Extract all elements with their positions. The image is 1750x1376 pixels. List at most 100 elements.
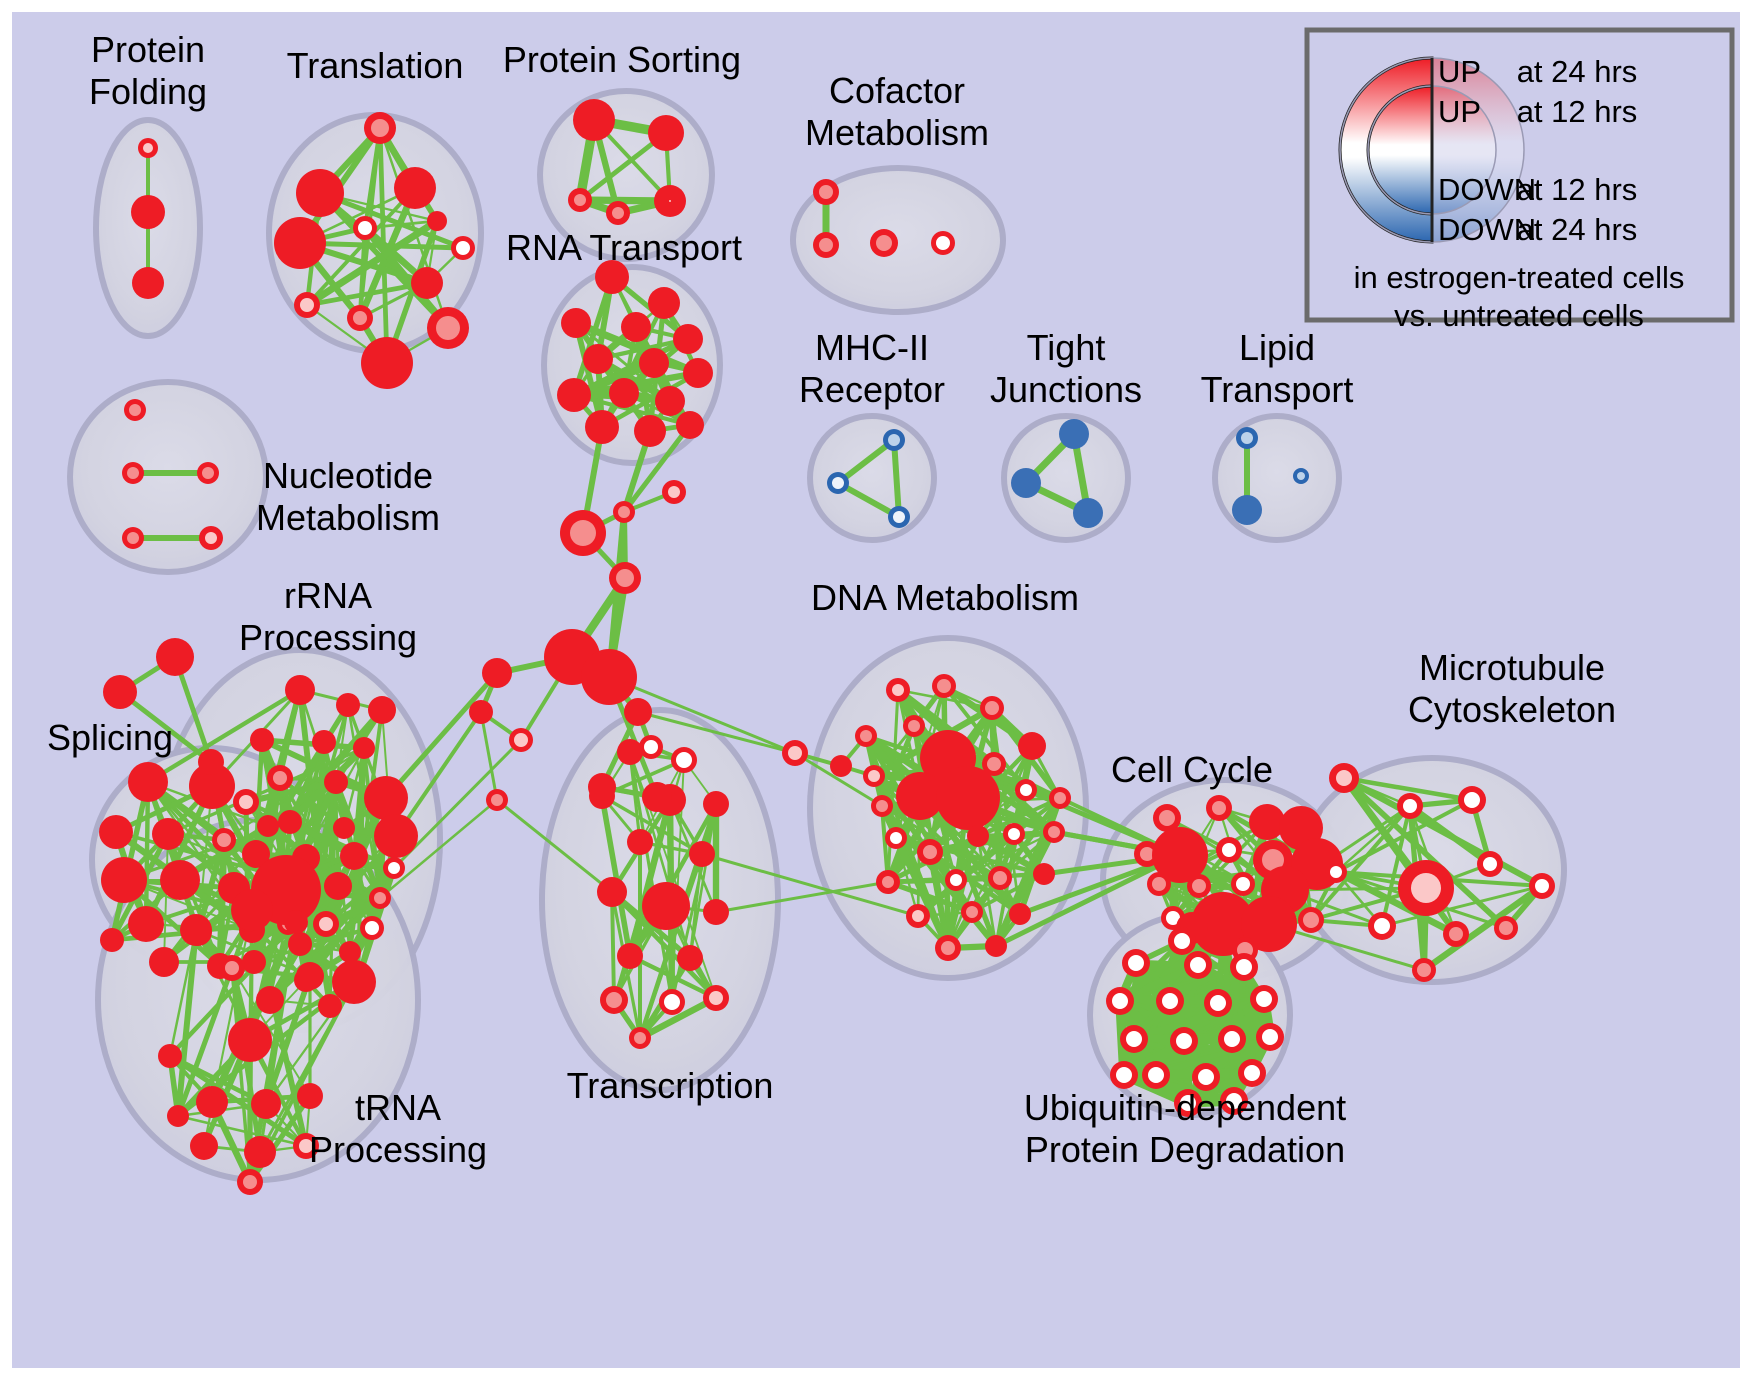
network-node	[190, 1132, 218, 1160]
network-node	[903, 715, 925, 737]
svg-text:Tight: Tight	[1027, 327, 1106, 368]
network-node	[896, 772, 944, 820]
network-node	[160, 860, 200, 900]
network-node	[1232, 495, 1262, 525]
network-node	[662, 480, 686, 504]
legend-inner-right-half	[1432, 86, 1496, 214]
network-node	[985, 935, 1007, 957]
cluster-label-protein-sorting: Protein Sorting	[503, 39, 741, 80]
cluster-label-translation: Translation	[287, 45, 464, 86]
network-edge	[363, 219, 439, 230]
network-node	[278, 810, 302, 834]
network-node	[167, 1105, 189, 1127]
network-node	[621, 312, 651, 342]
network-edge	[700, 852, 920, 918]
legend-direction-3: DOWN	[1438, 212, 1536, 247]
network-node	[1238, 1059, 1266, 1087]
network-edge	[946, 832, 1016, 950]
network-node	[676, 411, 704, 439]
network-node	[863, 765, 885, 787]
network-node	[639, 348, 669, 378]
network-edge	[670, 802, 718, 1004]
cluster-label-transcription: Transcription	[567, 1065, 774, 1106]
network-edge	[394, 710, 483, 838]
network-node	[122, 462, 144, 484]
network-node	[1187, 874, 1211, 898]
network-node	[609, 378, 639, 408]
network-node	[1397, 793, 1423, 819]
network-node	[312, 730, 336, 754]
network-edge	[479, 710, 499, 802]
cluster-blob-lipid-transport	[1212, 413, 1342, 543]
network-node	[782, 740, 808, 766]
network-node	[318, 994, 342, 1018]
svg-text:Protein Sorting: Protein Sorting	[503, 39, 741, 80]
svg-text:tRNA: tRNA	[355, 1087, 441, 1128]
network-node	[560, 510, 606, 556]
network-node	[228, 1018, 272, 1062]
svg-text:Ubiquitin-dependent: Ubiquitin-dependent	[1024, 1087, 1346, 1128]
network-node	[583, 344, 613, 374]
network-node	[573, 99, 615, 141]
network-edge	[636, 994, 720, 1042]
network-node	[149, 947, 179, 977]
network-node	[1015, 779, 1037, 801]
network-edge	[607, 675, 797, 755]
network-node	[199, 526, 223, 550]
svg-text:Folding: Folding	[89, 71, 207, 112]
network-node	[932, 674, 956, 698]
network-node	[296, 962, 324, 990]
network-node	[1329, 763, 1359, 793]
network-node	[257, 815, 279, 837]
network-node	[1412, 958, 1436, 982]
network-node	[617, 739, 643, 765]
network-node	[945, 869, 967, 891]
network-node	[595, 260, 629, 294]
legend-time-0: at 24 hrs	[1517, 54, 1638, 89]
svg-text:RNA Transport: RNA Transport	[506, 227, 742, 268]
network-node	[624, 698, 652, 726]
network-node	[980, 696, 1004, 720]
network-node	[1325, 861, 1347, 883]
network-edge	[216, 836, 228, 970]
network-edge	[166, 746, 366, 836]
network-node	[274, 217, 326, 269]
svg-text:Cytoskeleton: Cytoskeleton	[1408, 689, 1616, 730]
network-node	[883, 429, 905, 451]
network-node	[212, 828, 236, 852]
cluster-blob-cofactor-metabolism	[790, 165, 1006, 315]
network-node	[906, 904, 930, 928]
cluster-label-dna-metabolism: DNA Metabolism	[811, 577, 1079, 618]
cluster-label-rna-transport: RNA Transport	[506, 227, 742, 268]
network-node	[1033, 863, 1055, 885]
network-node	[888, 506, 910, 528]
network-node	[1142, 1061, 1170, 1089]
network-edge	[1334, 798, 1474, 874]
network-node	[1174, 1089, 1202, 1117]
network-node	[627, 829, 653, 855]
network-edge	[610, 890, 616, 1002]
network-edge	[793, 751, 884, 808]
network-node	[606, 201, 630, 225]
network-node	[1249, 804, 1285, 840]
network-node	[219, 955, 245, 981]
network-node	[233, 789, 259, 815]
network-node	[1170, 1027, 1198, 1055]
svg-text:Cofactor: Cofactor	[829, 70, 965, 111]
network-edge	[242, 778, 340, 806]
svg-text:DNA Metabolism: DNA Metabolism	[811, 577, 1079, 618]
legend-direction-2: DOWN	[1438, 172, 1536, 207]
cluster-label-cell-cycle: Cell Cycle	[1111, 749, 1273, 790]
network-node	[103, 675, 137, 709]
network-node	[1073, 498, 1103, 528]
network-node	[1192, 1063, 1220, 1091]
